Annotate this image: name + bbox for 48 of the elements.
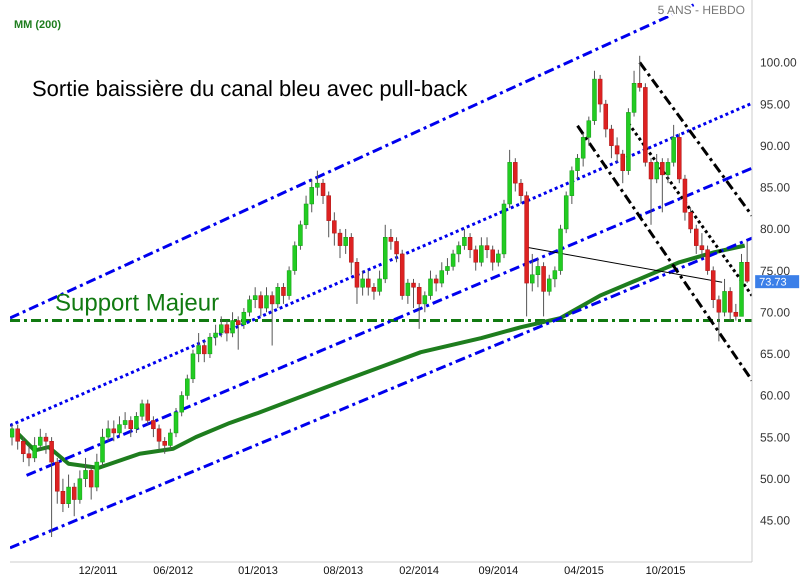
candlestick [264, 286, 269, 313]
candlestick [236, 316, 240, 350]
y-tick-label: 90.00 [760, 138, 790, 153]
candlestick [722, 278, 727, 317]
y-tick-label: 85.00 [760, 180, 790, 195]
candlestick [112, 420, 116, 442]
candlestick [202, 340, 207, 363]
y-tick-label: 50.00 [760, 472, 790, 486]
x-tick-label: 08/2013 [323, 565, 364, 577]
y-tick-label: 60.00 [760, 388, 790, 403]
x-tick-label: 04/2015 [564, 565, 604, 577]
y-tick-label: 55.00 [760, 430, 790, 444]
y-tick-label: 75.00 [760, 264, 790, 278]
candlestick [270, 290, 274, 346]
x-tick-label: 09/2014 [478, 565, 518, 577]
candlestick [128, 416, 134, 438]
text: MM (200) [14, 19, 62, 31]
x-tick-label: 06/2012 [153, 565, 194, 577]
candlestick [360, 270, 365, 296]
candlestick [434, 274, 438, 292]
text: Sortie baissière du canal bleu avec pull-back [32, 76, 468, 101]
y-tick-label: 45.00 [760, 514, 790, 528]
x-tick-label: 02/2014 [399, 565, 440, 577]
y-tick-label: 70.00 [760, 305, 790, 320]
candlestick [660, 158, 665, 213]
candlestick [654, 154, 659, 184]
candlestick [479, 236, 484, 267]
x-tick-label: 12/2011 [78, 565, 118, 577]
candlestick [72, 482, 76, 517]
candlestick [281, 282, 286, 304]
candlestick [276, 282, 280, 309]
x-tick-label: 10/2015 [646, 565, 686, 577]
candlestick [343, 228, 348, 254]
candlestick [88, 466, 94, 500]
candlestick [224, 320, 230, 342]
y-tick-label: 95.00 [760, 97, 790, 112]
candlestick [258, 290, 264, 317]
y-tick-label: 80.00 [760, 222, 790, 236]
ref-line-label: Support Majeur [55, 290, 220, 317]
candlestick [10, 424, 14, 446]
annotation: 73.73 [759, 276, 787, 289]
candlestick [406, 278, 410, 304]
x-tick-label: 01/2013 [238, 565, 278, 577]
y-tick-label: 65.00 [760, 347, 790, 362]
candlestick [744, 240, 750, 284]
candlestick [66, 474, 71, 508]
y-tick-label: 100.00 [760, 56, 798, 70]
candlestick [230, 312, 235, 338]
